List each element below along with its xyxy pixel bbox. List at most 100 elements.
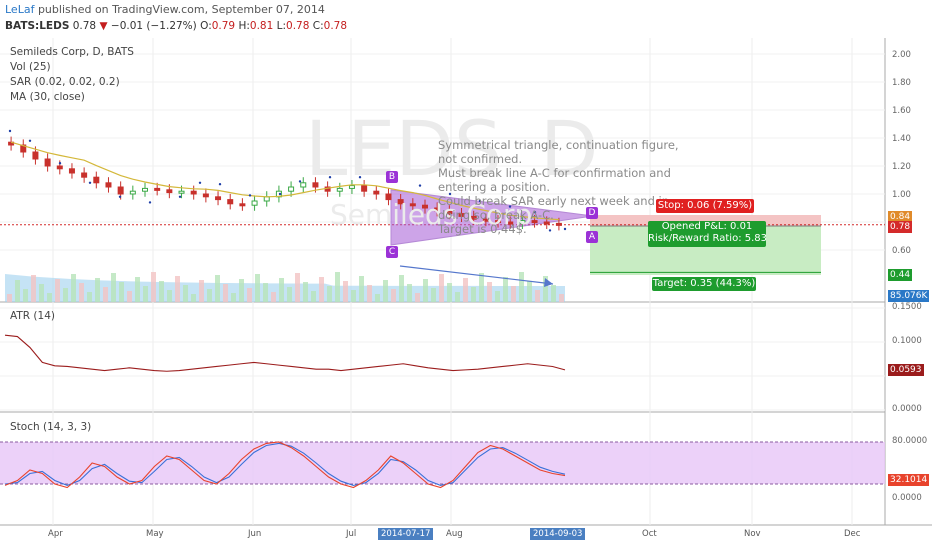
volume-bar xyxy=(71,274,76,302)
sar-dot xyxy=(278,192,282,196)
sar-dot xyxy=(548,229,552,232)
volume-bar xyxy=(343,281,348,302)
volume-bar xyxy=(255,274,260,302)
candle xyxy=(385,193,392,201)
sar-dot xyxy=(248,194,252,197)
candle xyxy=(239,203,246,207)
candle xyxy=(470,215,477,220)
sar-dot xyxy=(563,227,567,231)
legend-title[interactable]: Semileds Corp, D, BATS xyxy=(10,46,134,58)
volume-bar xyxy=(111,273,116,302)
legend-atr[interactable]: ATR (14) xyxy=(10,310,55,322)
projection-arrow xyxy=(399,265,554,285)
candle xyxy=(263,196,270,202)
sar-dot xyxy=(298,180,302,183)
volume-bar xyxy=(335,272,340,302)
low-value: 0.78 xyxy=(286,20,310,32)
analysis-annotation[interactable]: Symmetrical triangle, continuation figur… xyxy=(438,138,688,236)
chart-canvas[interactable] xyxy=(0,38,932,550)
annotation-line: Could break SAR early next week and in d… xyxy=(438,194,670,222)
sar-dot xyxy=(178,195,182,198)
open-value: 0.79 xyxy=(211,20,236,32)
watermark-name: Semileds Corp xyxy=(330,198,533,231)
volume-bar xyxy=(239,279,244,302)
legend-ma[interactable]: MA (30, close) xyxy=(10,91,85,103)
volume-bar xyxy=(159,281,164,302)
volume-bar xyxy=(175,276,180,302)
price-tick: 1.40 xyxy=(892,134,911,144)
point-d[interactable]: D xyxy=(586,207,598,219)
candle xyxy=(312,182,319,188)
volume-bar xyxy=(119,282,124,302)
pnl-label[interactable]: Opened P&L: 0.01 Risk/Reward Ratio: 5.83 xyxy=(648,221,767,247)
close-value: 0.78 xyxy=(323,20,348,32)
atr-value-tag: 0.0593 xyxy=(888,364,924,376)
author-link[interactable]: LeLaf xyxy=(5,3,35,16)
sar-dot xyxy=(418,184,422,187)
candle xyxy=(251,200,258,206)
close-label: C: xyxy=(312,20,324,32)
volume-bar xyxy=(7,294,12,302)
publish-line: LeLaf published on TradingView.com, Sept… xyxy=(5,3,325,16)
candle xyxy=(8,141,15,146)
volume-bar xyxy=(407,284,412,302)
candle xyxy=(288,186,295,192)
target-price-tag: 0.44 xyxy=(888,269,913,281)
volume-bar xyxy=(191,294,196,302)
annotation-line: Symmetrical triangle, continuation figur… xyxy=(438,138,679,166)
stop-label[interactable]: Stop: 0.06 (7.59%) xyxy=(656,199,754,213)
volume-bar xyxy=(31,275,36,302)
chart-area[interactable]: LEDS D Semileds Corp Semileds Corp, D, B… xyxy=(0,38,932,550)
stop-price-tag: 0.84 xyxy=(888,211,913,223)
price-tick: 1.80 xyxy=(892,78,911,88)
change-arrow-icon: ▼ xyxy=(99,20,108,32)
price-tick: 1.00 xyxy=(892,190,911,200)
volume-bar xyxy=(183,285,188,302)
candle xyxy=(117,186,124,195)
legend-sar[interactable]: SAR (0.02, 0.02, 0.2) xyxy=(10,76,120,88)
volume-bar xyxy=(263,283,268,302)
candle xyxy=(32,151,39,160)
candle xyxy=(154,187,161,191)
stop-zone xyxy=(590,215,821,226)
candle xyxy=(81,172,88,178)
volume-bar xyxy=(455,292,460,302)
symbol-name[interactable]: BATS:LEDS xyxy=(5,20,70,32)
sar-dot xyxy=(28,139,32,142)
target-label[interactable]: Target: 0.35 (44.3%) xyxy=(652,277,756,291)
time-tick: Nov xyxy=(744,529,761,539)
stoch-tick: 0.0000 xyxy=(892,493,922,503)
volume-bar xyxy=(207,289,212,302)
candle xyxy=(373,190,380,195)
point-b[interactable]: B xyxy=(386,171,398,183)
sar-dot xyxy=(88,181,92,184)
low-label: L: xyxy=(276,20,287,32)
volume-bar xyxy=(127,291,132,302)
candle xyxy=(434,207,441,212)
volume-bar xyxy=(47,293,52,302)
volume-bar xyxy=(431,288,436,302)
volume-bar xyxy=(223,284,228,302)
candle xyxy=(190,190,197,195)
point-a[interactable]: A xyxy=(586,231,598,243)
volume-bar xyxy=(447,283,452,302)
volume-bar xyxy=(511,286,516,302)
candle xyxy=(555,222,562,226)
volume-bar xyxy=(295,273,300,302)
candle xyxy=(336,187,343,192)
point-c[interactable]: C xyxy=(386,246,398,258)
legend-vol[interactable]: Vol (25) xyxy=(10,61,51,73)
volume-bar xyxy=(351,290,356,302)
legend-stoch[interactable]: Stoch (14, 3, 3) xyxy=(10,421,92,433)
candle xyxy=(482,218,489,222)
volume-bar xyxy=(231,293,236,302)
volume-bar xyxy=(143,286,148,302)
moving-average-line xyxy=(10,141,559,221)
candle xyxy=(20,144,27,153)
projection-arrow-head xyxy=(544,278,553,287)
candle xyxy=(105,182,112,188)
sar-dot xyxy=(358,176,362,179)
volume-bar xyxy=(423,279,428,302)
volume-bar xyxy=(135,277,140,302)
price-change: −0.01 (−1.27%) xyxy=(110,20,197,32)
